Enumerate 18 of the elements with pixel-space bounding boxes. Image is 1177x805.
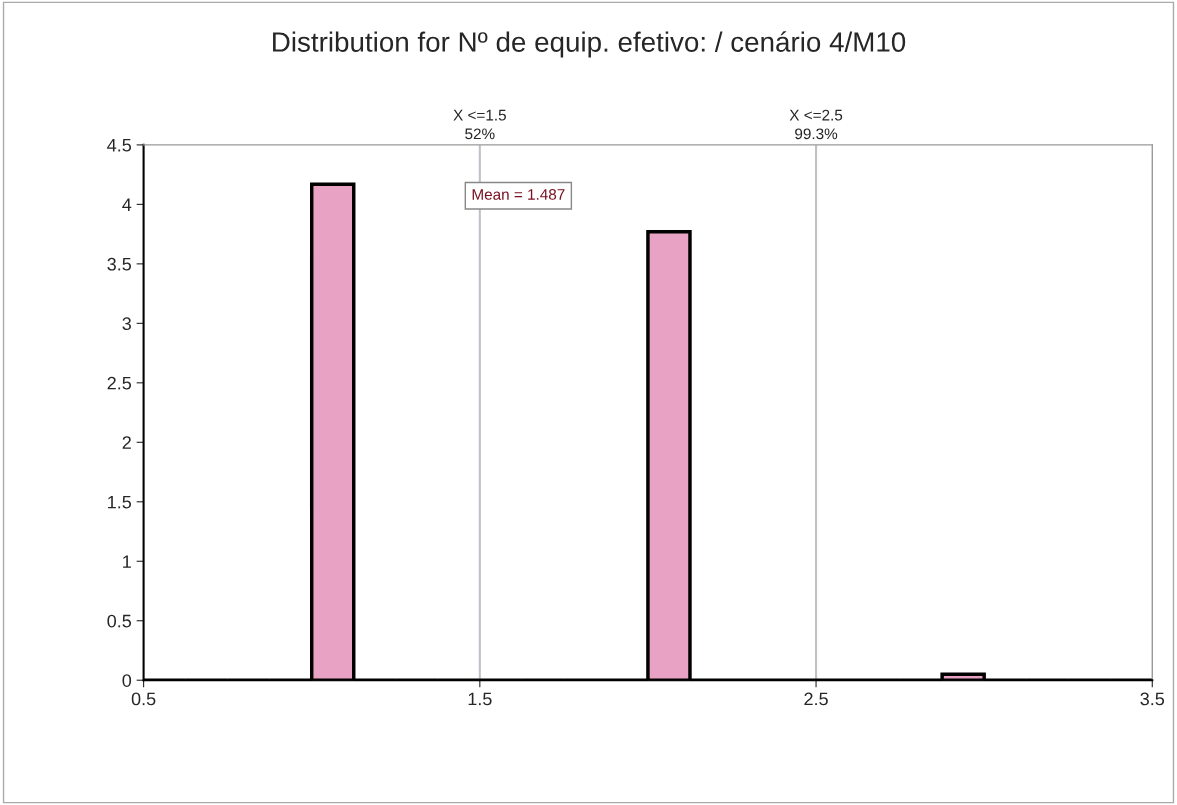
x-tick-label: 2.5 [804, 692, 828, 706]
y-tick-label: 3 [122, 317, 131, 331]
y-tick-label: 1 [123, 555, 131, 568]
y-tick-label: 0.5 [107, 614, 132, 628]
annotation: Mean = 1.487 [472, 189, 565, 200]
chart-title: Distribution for Nº de equip. efetivo: / cenário 4/M10 [273, 31, 906, 58]
y-tick-label: 2 [122, 436, 131, 449]
ref-line-label: X <=2.5 99.3% [789, 109, 843, 140]
y-tick-label: 4.5 [107, 139, 132, 152]
y-tick-label: 3.5 [107, 257, 132, 271]
y-tick-label: 2.5 [107, 376, 132, 390]
y-tick-label: 4 [122, 198, 132, 211]
x-tick-label: 3.5 [1140, 692, 1165, 706]
y-tick-label: 1.5 [108, 495, 132, 509]
y-tick-label: 0 [122, 674, 132, 687]
ref-line-label: X <=1.5 52% [453, 109, 506, 140]
x-tick-label: 1.5 [468, 692, 492, 706]
x-tick-label: 0.5 [131, 692, 156, 706]
